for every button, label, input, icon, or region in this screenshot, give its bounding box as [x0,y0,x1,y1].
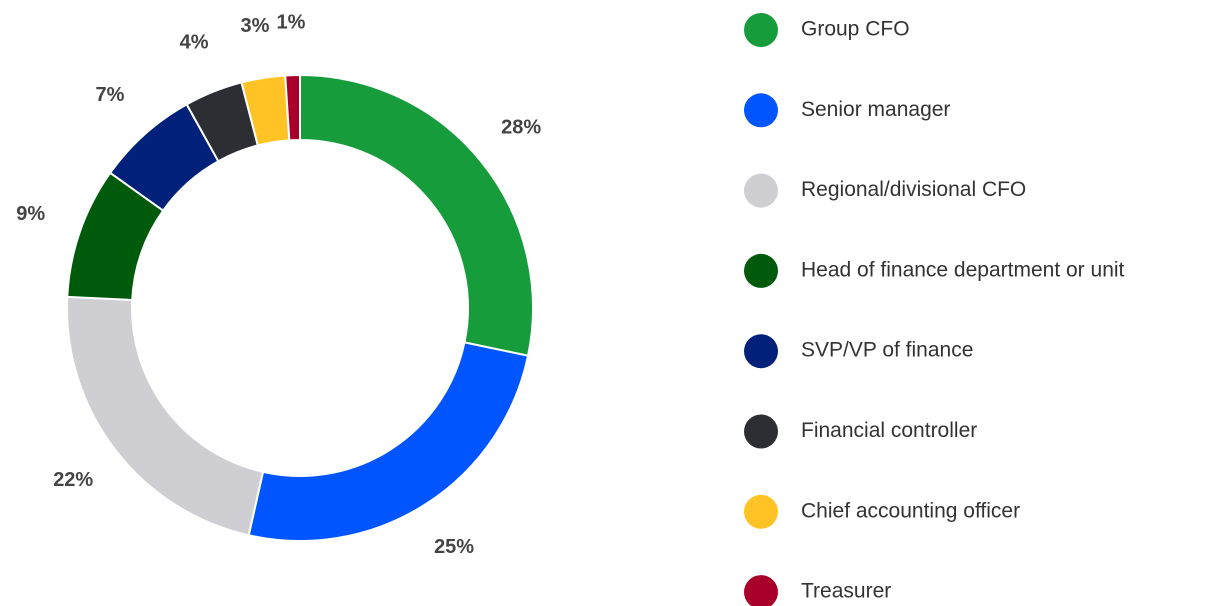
value-label: 28% [501,117,541,139]
legend-label: Treasurer [801,580,891,603]
legend-swatch [744,173,778,208]
value-label: 7% [96,84,125,106]
legend-swatch [744,494,778,529]
legend-label: Head of finance department or unit [801,258,1125,281]
legend-swatch [744,253,778,288]
legend-swatch [744,414,778,449]
legend-label: Group CFO [801,18,910,41]
value-label: 4% [180,32,209,54]
value-label: 9% [16,203,45,225]
donut-slice [284,73,301,142]
legend-label: SVP/VP of finance [801,339,973,362]
legend-label: Chief accounting officer [801,499,1020,522]
legend-swatch [744,334,778,369]
legend-label: Senior manager [801,98,950,121]
donut-slice [299,73,534,357]
value-label: 1% [277,11,306,33]
value-label: 25% [434,536,474,558]
legend-swatch [744,93,778,128]
value-label: 3% [241,15,270,37]
legend-swatch [744,575,778,606]
legend-label: Financial controller [801,419,977,442]
donut-slice [66,295,265,537]
legend-swatch [744,13,778,47]
value-label: 22% [53,469,93,491]
legend-label: Regional/divisional CFO [801,178,1026,201]
donut-slice [247,341,530,542]
